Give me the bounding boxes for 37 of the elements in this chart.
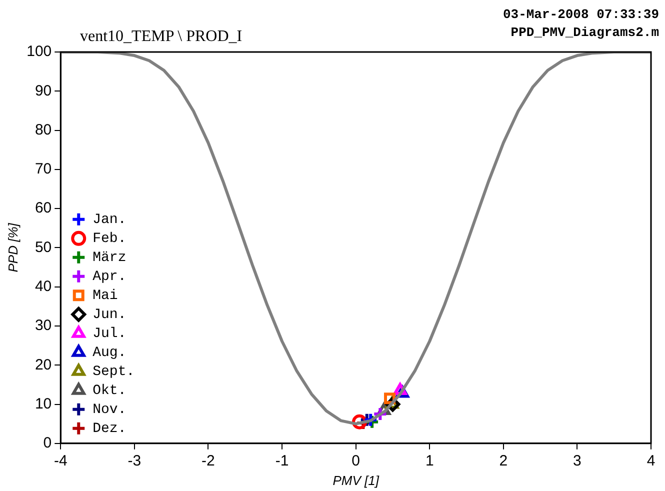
- legend-label: Aug.: [92, 345, 126, 362]
- y-axis-title: PPD [%]: [5, 222, 20, 272]
- legend-label: Apr.: [92, 269, 126, 286]
- x-tick-label: -2: [202, 452, 215, 470]
- legend-label: Jan.: [92, 212, 126, 228]
- legend-label: Dez.: [92, 421, 126, 438]
- x-tick-label: 2: [499, 452, 508, 470]
- legend-label: Jun.: [92, 307, 126, 324]
- y-tick-label: 50: [34, 238, 52, 256]
- x-tick-label: -3: [128, 452, 142, 470]
- y-tick-label: 90: [34, 82, 52, 100]
- x-tick-label: 4: [646, 452, 656, 470]
- legend-label: März: [92, 250, 126, 266]
- x-tick-label: -4: [54, 452, 68, 470]
- chart-title: vent10_TEMP \ PROD_I: [80, 28, 242, 46]
- x-tick-label: 0: [352, 452, 360, 470]
- legend-label: Nov.: [92, 402, 126, 418]
- y-tick-label: 40: [34, 278, 52, 295]
- y-tick-label: 100: [26, 43, 52, 60]
- legend-label: Sept.: [92, 364, 135, 380]
- y-tick-label: 30: [34, 317, 52, 334]
- x-tick-label: 3: [573, 452, 582, 470]
- text: PPD_PMV_Diagrams2.m: [510, 24, 659, 42]
- x-axis-title: PMV [1]: [332, 472, 380, 488]
- y-tick-label: 60: [34, 200, 52, 217]
- y-tick-label: 10: [34, 395, 52, 412]
- x-tick-label: 1: [425, 452, 434, 470]
- y-tick-label: 20: [34, 356, 52, 374]
- legend-label: Mai: [92, 288, 118, 304]
- y-tick-label: 70: [34, 160, 52, 178]
- text: 03-Mar-2008 07:33:39: [502, 6, 659, 24]
- legend-label: Feb.: [92, 231, 126, 248]
- y-tick-label: 80: [34, 121, 52, 138]
- x-tick-label: -1: [275, 452, 289, 470]
- legend-label: Okt.: [92, 383, 126, 400]
- y-tick-label: 0: [43, 434, 52, 452]
- legend-label: Jul.: [92, 326, 126, 342]
